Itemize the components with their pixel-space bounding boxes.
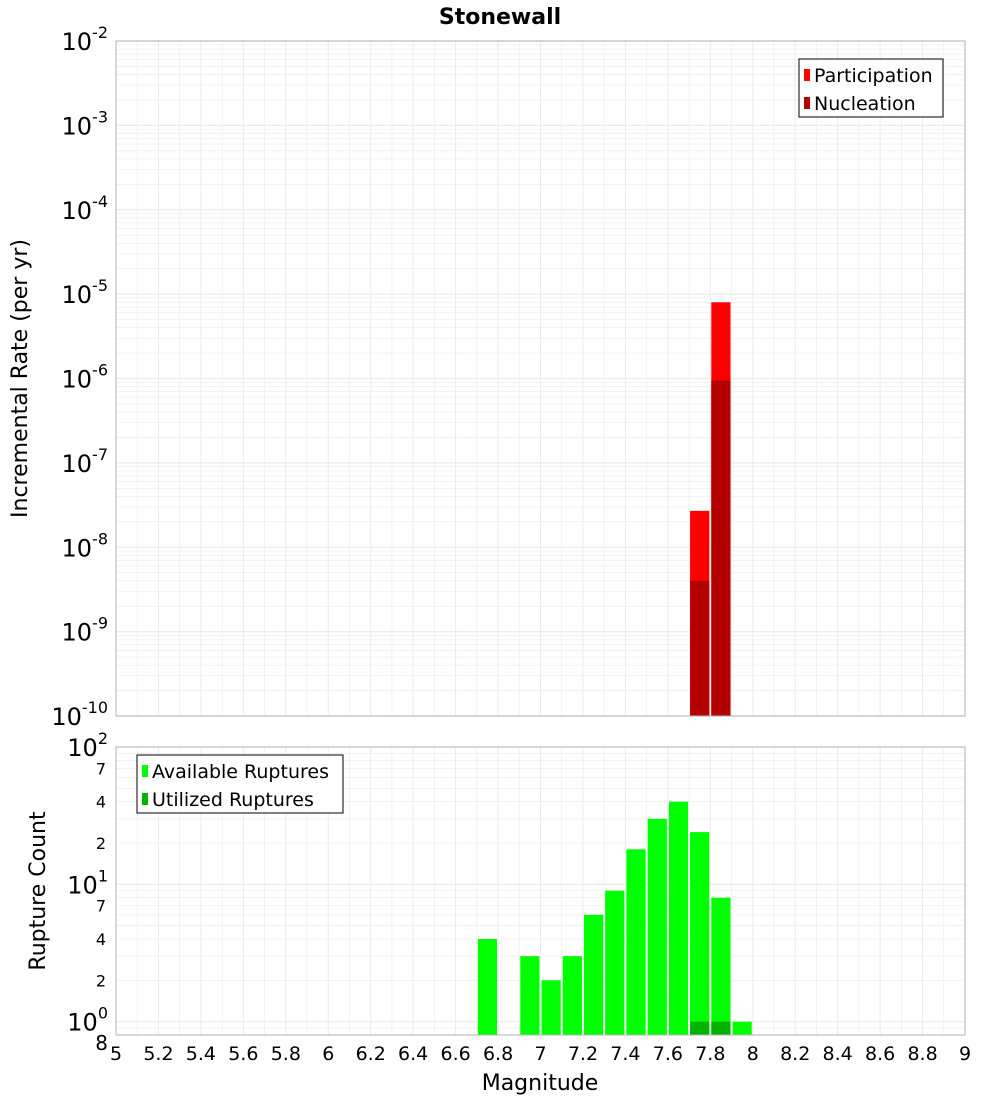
- bar: [732, 1021, 752, 1035]
- x-tick-label: 5.8: [271, 1043, 301, 1065]
- chart-title: Stonewall: [439, 5, 561, 30]
- legend-swatch: [142, 765, 148, 777]
- y-tick-label-minor: 7: [96, 759, 106, 778]
- legend-label: Nucleation: [814, 93, 916, 115]
- x-tick-label: 9: [959, 1043, 971, 1065]
- legend-box: [798, 58, 944, 118]
- bar: [711, 380, 731, 716]
- rate-legend: Participation Nucleation: [798, 58, 944, 118]
- y-tick-label: 10-4: [62, 192, 109, 225]
- x-tick-label: 6.4: [398, 1043, 428, 1065]
- x-tick-label: 8.6: [865, 1043, 895, 1065]
- rate-y-tick-labels: 10-2 10-3 10-4 10-5 10-6 10-7 10-8 10-9 10-10: [51, 23, 108, 731]
- bar: [583, 914, 604, 1035]
- bar: [562, 956, 582, 1035]
- y-tick-label: 10-10: [51, 698, 108, 731]
- x-tick-label: 5.4: [186, 1043, 216, 1065]
- x-tick-label: 7.4: [610, 1043, 640, 1065]
- count-legend: Available Ruptures Utilized Ruptures: [136, 754, 344, 814]
- bar: [690, 1021, 710, 1035]
- rate-panel: 10-2 10-3 10-4 10-5 10-6 10-7 10-8 10-9 10-10 In…: [8, 23, 966, 731]
- bar: [541, 980, 561, 1035]
- rate-plot-frame: [115, 40, 966, 717]
- x-tick-label: 8: [747, 1043, 759, 1065]
- x-tick-label: 5: [110, 1043, 122, 1065]
- y-tick-label: 100: [67, 1004, 108, 1037]
- bar: [626, 849, 646, 1035]
- bar: [690, 580, 710, 716]
- legend-box: [136, 754, 344, 814]
- y-tick-label: 10-7: [62, 445, 109, 478]
- bar: [647, 818, 667, 1035]
- rate-bars: [690, 302, 731, 716]
- bar: [477, 939, 498, 1035]
- x-tick-label: 5.2: [143, 1043, 173, 1065]
- x-axis-label: Magnitude: [482, 1071, 599, 1096]
- x-tick-labels: 5 5.2 5.4 5.6 5.8 6 6.2 6.4 6.6 6.8 7 7.2 7.4 7.6 7.8 8…: [110, 1043, 971, 1065]
- y-tick-label-minor: 4: [96, 930, 106, 949]
- legend-swatch: [142, 793, 148, 805]
- y-tick-label-minor: 2: [96, 834, 106, 853]
- count-y-axis-label: Rupture Count: [26, 811, 51, 971]
- bar: [605, 890, 625, 1035]
- x-tick-label: 8.8: [907, 1043, 937, 1065]
- x-tick-label: 8.4: [823, 1043, 853, 1065]
- y-tick-label-minor: 2: [96, 971, 106, 990]
- bar: [690, 832, 710, 1035]
- y-tick-label: 10-9: [62, 614, 109, 647]
- bar: [711, 897, 731, 1035]
- legend-label: Available Ruptures: [152, 761, 329, 783]
- x-tick-label: 5.6: [228, 1043, 258, 1065]
- x-tick-label: 7: [534, 1043, 546, 1065]
- y-tick-label: 102: [67, 729, 108, 762]
- x-tick-label: 7.8: [695, 1043, 725, 1065]
- bar: [711, 1021, 731, 1035]
- legend-swatch: [804, 97, 810, 109]
- bar: [520, 956, 540, 1035]
- x-tick-label: 6: [322, 1043, 334, 1065]
- x-tick-label: 7.2: [568, 1043, 598, 1065]
- y-tick-label-minor: 8: [95, 1031, 108, 1055]
- rate-grid: [115, 40, 966, 717]
- x-tick-label: 8.2: [780, 1043, 810, 1065]
- rate-y-axis-label: Incremental Rate (per yr): [8, 239, 33, 518]
- legend-label: Participation: [814, 65, 933, 87]
- y-tick-label: 10-8: [62, 529, 109, 562]
- y-tick-label: 10-5: [62, 276, 109, 309]
- y-tick-label: 10-3: [62, 107, 109, 140]
- x-tick-label: 6.8: [483, 1043, 513, 1065]
- legend-label: Utilized Ruptures: [152, 789, 314, 811]
- count-bars: [477, 801, 752, 1035]
- bar: [668, 801, 689, 1035]
- x-tick-label: 7.6: [653, 1043, 683, 1065]
- y-tick-label-minor: 7: [96, 897, 106, 916]
- legend-swatch: [804, 69, 810, 81]
- y-tick-label: 101: [67, 866, 108, 899]
- count-plot-frame: [115, 746, 966, 1036]
- x-tick-label: 6.6: [440, 1043, 470, 1065]
- y-tick-label-minor: 4: [96, 793, 106, 812]
- y-tick-label: 10-6: [62, 361, 109, 394]
- x-tick-label: 6.2: [356, 1043, 386, 1065]
- y-tick-label: 10-2: [62, 23, 109, 56]
